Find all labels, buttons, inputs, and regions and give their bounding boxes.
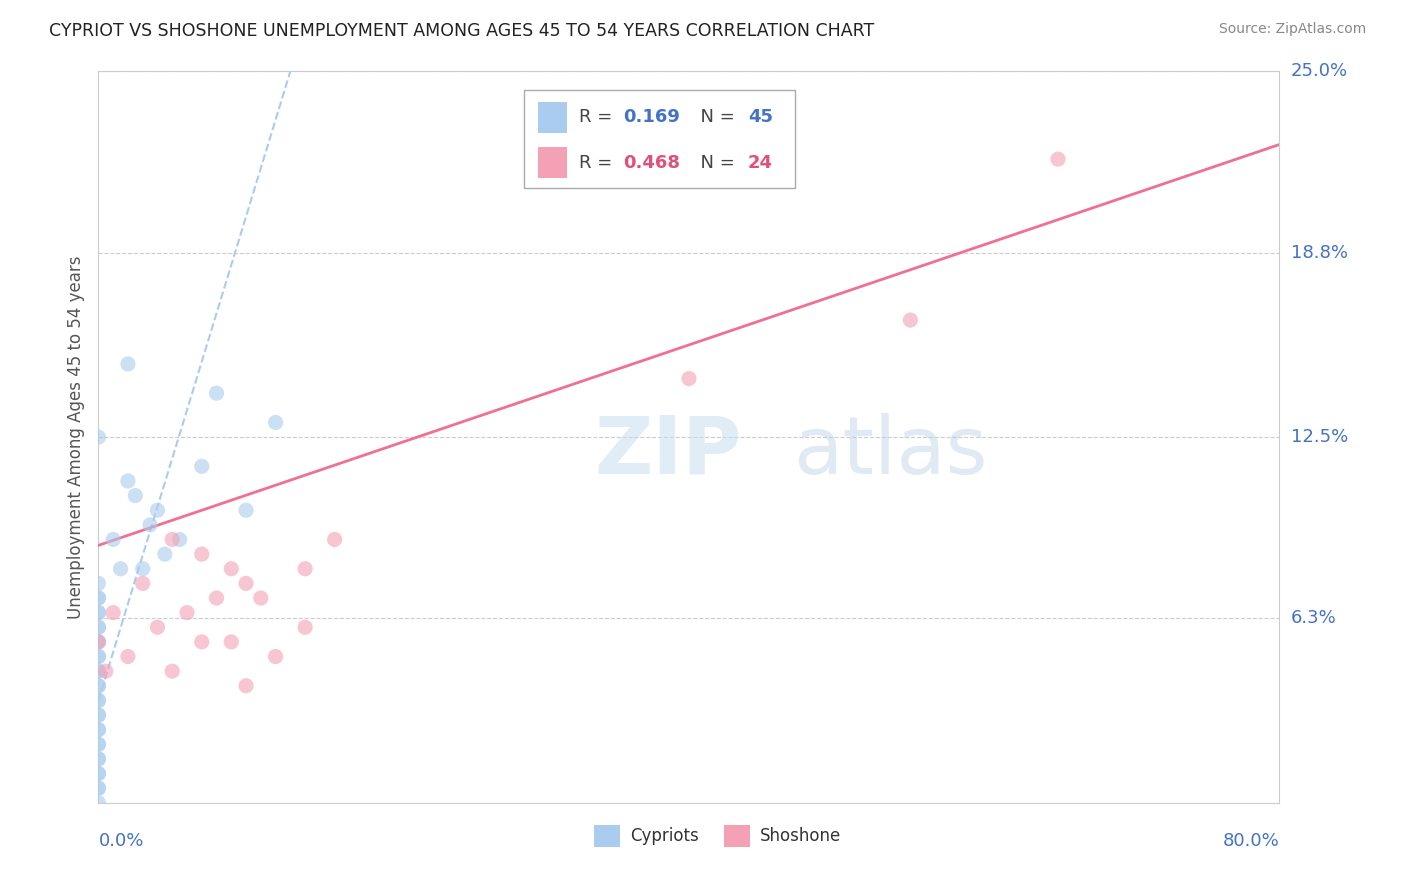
Point	[103, 533, 125, 547]
Point	[205, 591, 228, 605]
Point	[87, 723, 110, 737]
Text: 25.0%: 25.0%	[1291, 62, 1348, 80]
Point	[124, 489, 146, 503]
Text: R =: R =	[579, 153, 619, 172]
Point	[87, 752, 110, 766]
Text: 6.3%: 6.3%	[1291, 609, 1336, 627]
Text: Shoshone: Shoshone	[759, 827, 841, 845]
Text: N =: N =	[689, 109, 741, 127]
Point	[294, 562, 316, 576]
Text: 0.0%: 0.0%	[98, 832, 143, 850]
Text: 0.169: 0.169	[623, 109, 679, 127]
Point	[162, 664, 183, 678]
Text: ZIP: ZIP	[595, 413, 742, 491]
Point	[87, 693, 110, 707]
Point	[110, 562, 132, 576]
Point	[191, 547, 214, 561]
Point	[139, 517, 162, 532]
Point	[87, 679, 110, 693]
Point	[87, 635, 110, 649]
Point	[87, 781, 110, 796]
Point	[294, 620, 316, 634]
Point	[169, 533, 191, 547]
Point	[87, 737, 110, 751]
Point	[162, 533, 183, 547]
Point	[900, 313, 922, 327]
Point	[191, 459, 214, 474]
Point	[221, 562, 243, 576]
Point	[1047, 152, 1070, 166]
Point	[94, 664, 117, 678]
Point	[87, 664, 110, 678]
Text: 18.8%: 18.8%	[1291, 244, 1347, 261]
Point	[132, 562, 155, 576]
Point	[103, 606, 125, 620]
Y-axis label: Unemployment Among Ages 45 to 54 years: Unemployment Among Ages 45 to 54 years	[66, 255, 84, 619]
Point	[87, 635, 110, 649]
Point	[264, 649, 287, 664]
Point	[132, 576, 155, 591]
Point	[205, 386, 228, 401]
Point	[87, 737, 110, 751]
Point	[191, 635, 214, 649]
Point	[87, 649, 110, 664]
Point	[87, 620, 110, 634]
Point	[235, 679, 257, 693]
Point	[117, 649, 139, 664]
Point	[87, 606, 110, 620]
Point	[87, 723, 110, 737]
Bar	[724, 825, 751, 847]
Text: Source: ZipAtlas.com: Source: ZipAtlas.com	[1219, 22, 1367, 37]
Point	[87, 708, 110, 723]
Point	[87, 766, 110, 780]
Point	[87, 620, 110, 634]
Bar	[523, 89, 796, 188]
Point	[250, 591, 273, 605]
Point	[235, 503, 257, 517]
Point	[87, 708, 110, 723]
Point	[87, 576, 110, 591]
Bar	[595, 825, 620, 847]
Point	[87, 430, 110, 444]
Point	[87, 781, 110, 796]
Text: 12.5%: 12.5%	[1291, 428, 1348, 446]
Text: 80.0%: 80.0%	[1223, 832, 1279, 850]
Point	[87, 635, 110, 649]
Point	[87, 649, 110, 664]
Point	[87, 693, 110, 707]
Point	[87, 591, 110, 605]
Text: CYPRIOT VS SHOSHONE UNEMPLOYMENT AMONG AGES 45 TO 54 YEARS CORRELATION CHART: CYPRIOT VS SHOSHONE UNEMPLOYMENT AMONG A…	[49, 22, 875, 40]
Point	[87, 796, 110, 810]
Point	[117, 357, 139, 371]
Text: 24: 24	[748, 153, 773, 172]
Text: 0.468: 0.468	[623, 153, 681, 172]
Point	[87, 766, 110, 780]
Point	[176, 606, 198, 620]
Text: N =: N =	[689, 153, 741, 172]
Bar	[537, 147, 567, 178]
Text: R =: R =	[579, 109, 619, 127]
Point	[117, 474, 139, 488]
Point	[87, 752, 110, 766]
Point	[264, 416, 287, 430]
Point	[678, 371, 700, 385]
Text: atlas: atlas	[793, 413, 987, 491]
Point	[87, 664, 110, 678]
Point	[146, 620, 169, 634]
Point	[87, 606, 110, 620]
Point	[221, 635, 243, 649]
Bar	[537, 102, 567, 133]
Point	[235, 576, 257, 591]
Text: 45: 45	[748, 109, 773, 127]
Point	[323, 533, 346, 547]
Point	[87, 679, 110, 693]
Text: Cypriots: Cypriots	[630, 827, 699, 845]
Point	[153, 547, 176, 561]
Point	[87, 591, 110, 605]
Point	[146, 503, 169, 517]
